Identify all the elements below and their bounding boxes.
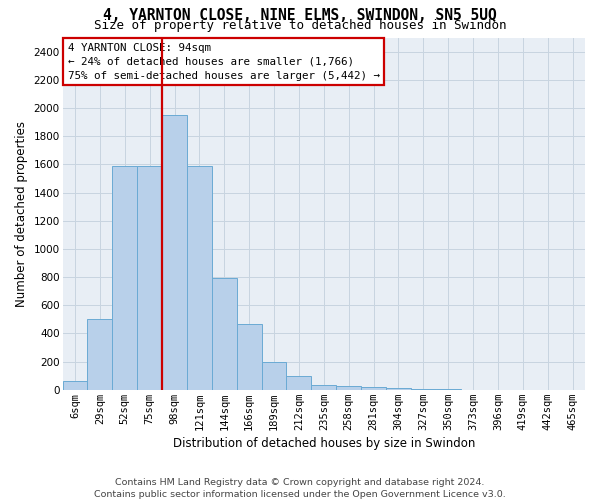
Bar — [262, 362, 286, 390]
X-axis label: Distribution of detached houses by size in Swindon: Distribution of detached houses by size … — [173, 437, 475, 450]
Bar — [386, 388, 411, 390]
Text: Contains HM Land Registry data © Crown copyright and database right 2024.
Contai: Contains HM Land Registry data © Crown c… — [94, 478, 506, 499]
Bar — [411, 389, 436, 390]
Bar — [286, 376, 311, 390]
Text: 4, YARNTON CLOSE, NINE ELMS, SWINDON, SN5 5UQ: 4, YARNTON CLOSE, NINE ELMS, SWINDON, SN… — [103, 8, 497, 22]
Bar — [361, 386, 386, 390]
Bar — [137, 166, 162, 390]
Text: 4 YARNTON CLOSE: 94sqm
← 24% of detached houses are smaller (1,766)
75% of semi-: 4 YARNTON CLOSE: 94sqm ← 24% of detached… — [68, 43, 380, 81]
Text: Size of property relative to detached houses in Swindon: Size of property relative to detached ho… — [94, 19, 506, 32]
Bar — [212, 278, 237, 390]
Bar — [187, 166, 212, 390]
Bar — [162, 115, 187, 390]
Bar — [311, 385, 336, 390]
Bar — [62, 382, 88, 390]
Bar — [237, 324, 262, 390]
Bar — [88, 320, 112, 390]
Y-axis label: Number of detached properties: Number of detached properties — [15, 120, 28, 306]
Bar — [336, 386, 361, 390]
Bar — [112, 166, 137, 390]
